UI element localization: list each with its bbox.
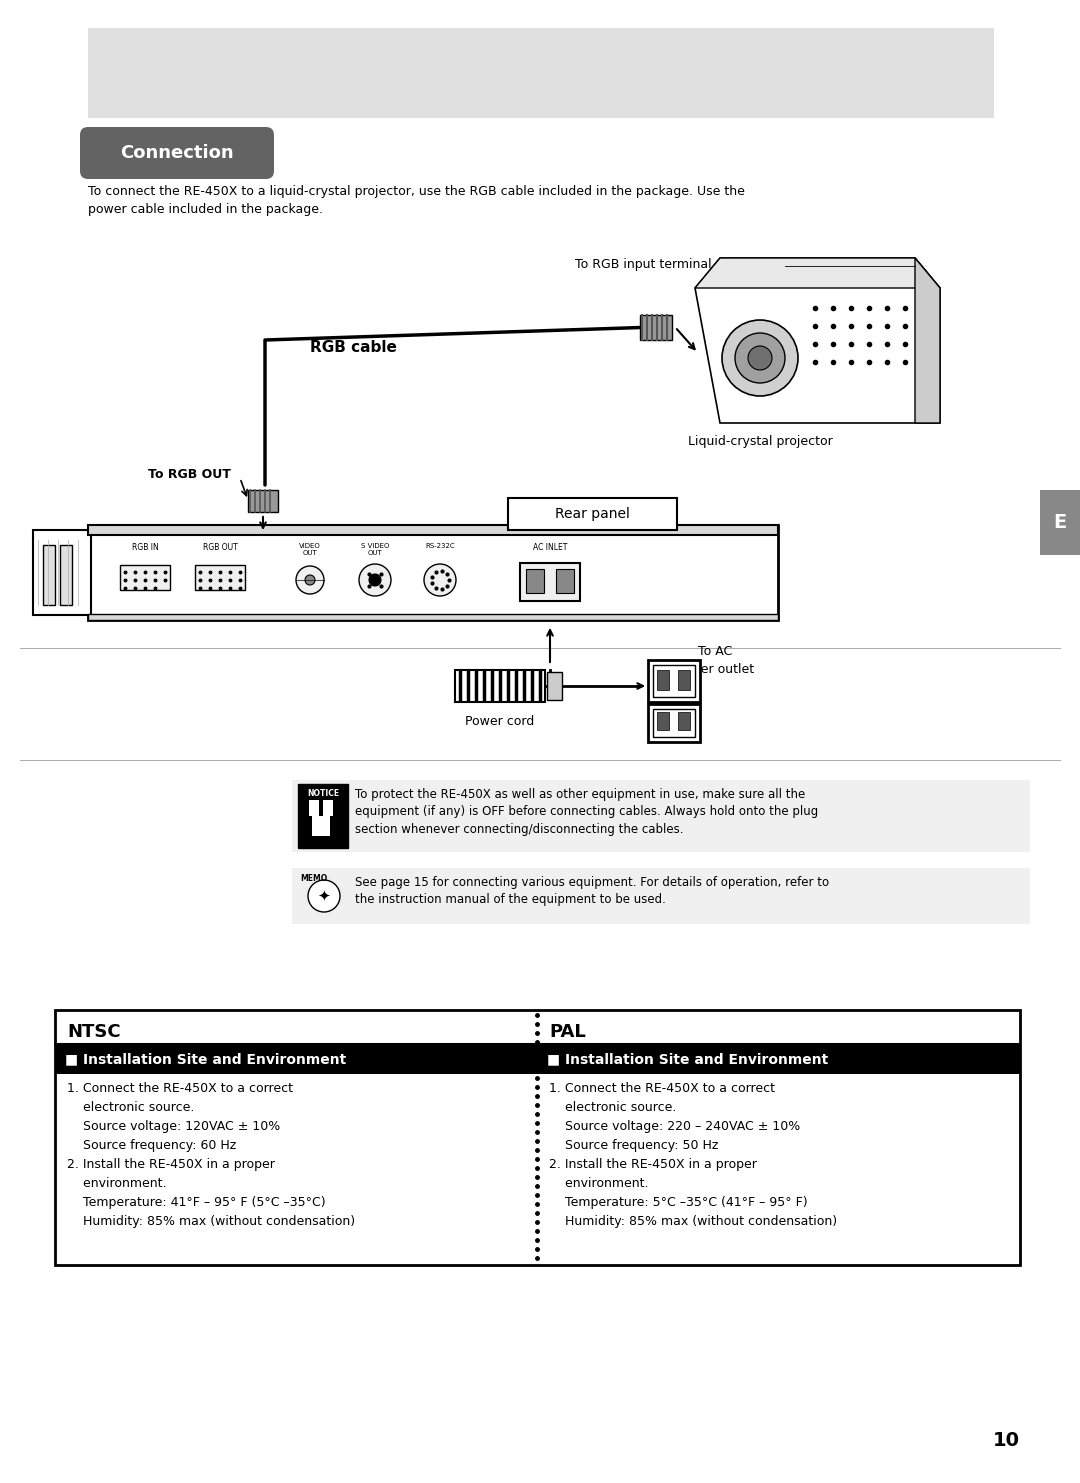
Text: RGB cable: RGB cable bbox=[310, 340, 396, 354]
Bar bbox=[87, 28, 994, 119]
Text: Rear panel: Rear panel bbox=[554, 507, 630, 521]
Text: S VIDEO
OUT: S VIDEO OUT bbox=[361, 543, 389, 556]
Bar bbox=[648, 704, 700, 742]
Text: NTSC: NTSC bbox=[67, 1023, 121, 1041]
Bar bbox=[312, 816, 330, 836]
Bar bbox=[43, 544, 55, 605]
Text: environment.: environment. bbox=[549, 1178, 648, 1189]
Bar bbox=[292, 868, 1030, 924]
Text: To AC
power outlet: To AC power outlet bbox=[675, 645, 755, 676]
Bar bbox=[87, 525, 778, 535]
Text: Humidity: 85% max (without condensation): Humidity: 85% max (without condensation) bbox=[549, 1215, 837, 1228]
Bar bbox=[657, 670, 669, 690]
FancyBboxPatch shape bbox=[80, 128, 274, 179]
Text: Source frequency: 50 Hz: Source frequency: 50 Hz bbox=[549, 1139, 718, 1152]
Bar bbox=[455, 670, 545, 701]
Text: Source voltage: 220 – 240VAC ± 10%: Source voltage: 220 – 240VAC ± 10% bbox=[549, 1120, 800, 1133]
Bar bbox=[1040, 489, 1080, 555]
Bar bbox=[657, 712, 669, 730]
Text: 10: 10 bbox=[993, 1431, 1020, 1449]
Text: Humidity: 85% max (without condensation): Humidity: 85% max (without condensation) bbox=[67, 1215, 355, 1228]
Circle shape bbox=[723, 320, 798, 396]
Text: 1. Connect the RE-450X to a correct: 1. Connect the RE-450X to a correct bbox=[549, 1083, 775, 1094]
Circle shape bbox=[369, 574, 381, 586]
Bar bbox=[556, 569, 573, 593]
Text: AC INLET: AC INLET bbox=[532, 543, 567, 552]
Circle shape bbox=[308, 879, 340, 912]
Text: ✦: ✦ bbox=[318, 888, 330, 903]
Bar bbox=[648, 660, 700, 701]
Text: 1. Connect the RE-450X to a correct: 1. Connect the RE-450X to a correct bbox=[67, 1083, 293, 1094]
Text: Source frequency: 60 Hz: Source frequency: 60 Hz bbox=[67, 1139, 237, 1152]
Circle shape bbox=[359, 564, 391, 596]
Bar bbox=[323, 799, 333, 816]
Bar bbox=[537, 1044, 1020, 1074]
Bar bbox=[87, 614, 778, 620]
Circle shape bbox=[305, 575, 315, 584]
Text: To connect the RE-450X to a liquid-crystal projector, use the RGB cable included: To connect the RE-450X to a liquid-cryst… bbox=[87, 185, 745, 217]
Circle shape bbox=[735, 334, 785, 383]
Bar bbox=[33, 529, 91, 615]
Bar bbox=[526, 569, 544, 593]
Text: 2. Install the RE-450X in a proper: 2. Install the RE-450X in a proper bbox=[549, 1158, 757, 1172]
Text: PAL: PAL bbox=[549, 1023, 585, 1041]
Text: 2. Install the RE-450X in a proper: 2. Install the RE-450X in a proper bbox=[67, 1158, 275, 1172]
Bar bbox=[298, 785, 348, 848]
Text: Liquid-crystal projector: Liquid-crystal projector bbox=[688, 435, 833, 448]
Circle shape bbox=[424, 564, 456, 596]
Bar bbox=[653, 664, 696, 697]
Bar bbox=[678, 670, 690, 690]
Bar bbox=[292, 780, 1030, 853]
Text: electronic source.: electronic source. bbox=[549, 1100, 676, 1114]
Text: Connection: Connection bbox=[120, 144, 233, 162]
Bar bbox=[678, 712, 690, 730]
Text: Power cord: Power cord bbox=[465, 715, 535, 728]
Bar bbox=[87, 525, 778, 620]
Bar bbox=[195, 565, 245, 590]
Text: To RGB OUT: To RGB OUT bbox=[148, 469, 231, 480]
Bar bbox=[248, 489, 278, 512]
Text: RGB IN: RGB IN bbox=[132, 543, 159, 552]
Text: Temperature: 41°F – 95° F (5°C –35°C): Temperature: 41°F – 95° F (5°C –35°C) bbox=[67, 1195, 326, 1209]
Circle shape bbox=[748, 346, 772, 369]
Bar bbox=[309, 799, 319, 816]
Text: RGB OUT: RGB OUT bbox=[203, 543, 238, 552]
Text: Temperature: 5°C –35°C (41°F – 95° F): Temperature: 5°C –35°C (41°F – 95° F) bbox=[549, 1195, 808, 1209]
Text: ■ Installation Site and Environment: ■ Installation Site and Environment bbox=[65, 1051, 347, 1066]
Text: ■ Installation Site and Environment: ■ Installation Site and Environment bbox=[546, 1051, 828, 1066]
Circle shape bbox=[296, 567, 324, 595]
Text: To RGB input terminal: To RGB input terminal bbox=[575, 258, 712, 271]
Bar bbox=[640, 314, 672, 340]
Polygon shape bbox=[696, 258, 940, 288]
Text: electronic source.: electronic source. bbox=[67, 1100, 194, 1114]
Bar bbox=[519, 564, 580, 601]
Text: RS-232C: RS-232C bbox=[426, 543, 455, 549]
Bar bbox=[120, 565, 170, 590]
Text: To protect the RE-450X as well as other equipment in use, make sure all the
equi: To protect the RE-450X as well as other … bbox=[355, 787, 819, 836]
Polygon shape bbox=[915, 258, 940, 423]
Text: See page 15 for connecting various equipment. For details of operation, refer to: See page 15 for connecting various equip… bbox=[355, 876, 829, 906]
Bar bbox=[55, 1010, 1020, 1265]
Text: Source voltage: 120VAC ± 10%: Source voltage: 120VAC ± 10% bbox=[67, 1120, 280, 1133]
Polygon shape bbox=[696, 258, 940, 423]
Bar bbox=[55, 1044, 537, 1074]
Bar bbox=[653, 709, 696, 737]
Text: MEMO: MEMO bbox=[300, 873, 327, 882]
FancyBboxPatch shape bbox=[508, 498, 677, 529]
Bar bbox=[546, 672, 562, 700]
Text: VIDEO
OUT: VIDEO OUT bbox=[299, 543, 321, 556]
Bar bbox=[60, 544, 72, 605]
Text: E: E bbox=[1053, 513, 1067, 532]
Text: NOTICE: NOTICE bbox=[307, 789, 339, 798]
Text: environment.: environment. bbox=[67, 1178, 166, 1189]
